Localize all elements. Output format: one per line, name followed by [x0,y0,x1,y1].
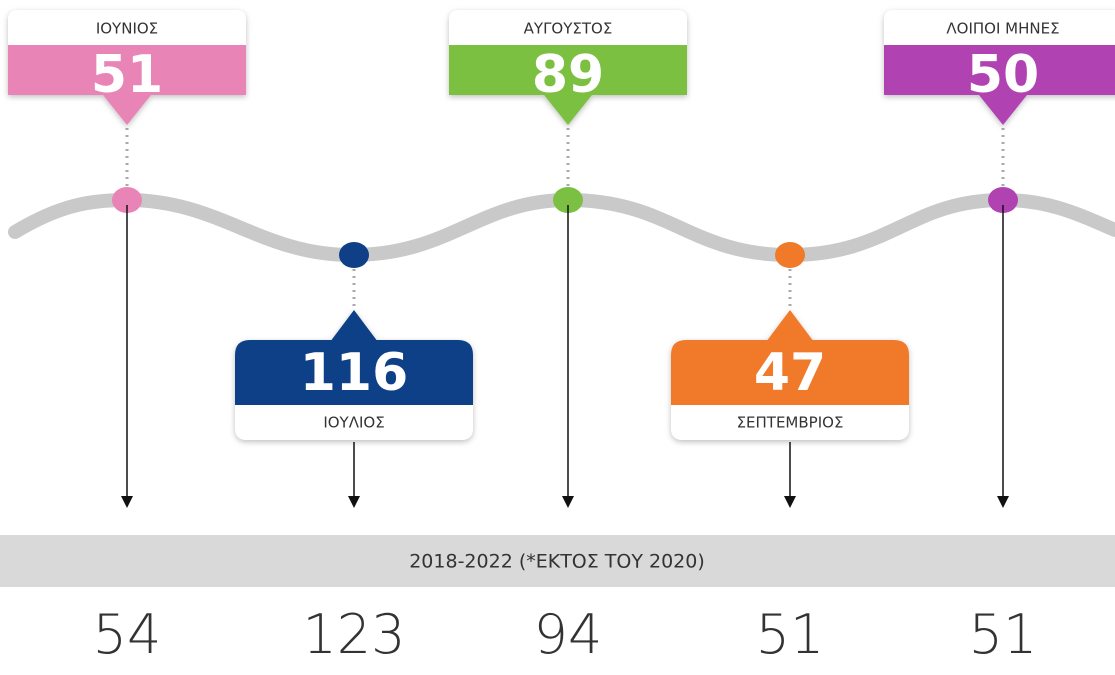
month-label: ΙΟΥΝΙΟΣ [96,20,158,38]
timeline-dot [553,187,583,213]
arrow-head [562,496,574,508]
card [671,310,909,440]
arrow-head [121,496,133,508]
arrow-head [997,496,1009,508]
timeline-dot [112,187,142,213]
timeline-dot [988,187,1018,213]
month-label: ΙΟΥΛΙΟΣ [323,414,384,432]
month-label: ΑΥΓΟΥΣΤΟΣ [524,20,613,38]
period-banner [0,535,1115,587]
month-label: ΣΕΠΤΕΜΒΡΙΟΣ [737,414,844,432]
arrow-head [784,496,796,508]
comparison-value: 51 [969,603,1038,666]
comparison-value: 54 [93,603,162,666]
month-value: 47 [754,343,826,403]
timeline-dot [339,242,369,268]
card [235,310,473,440]
month-value: 89 [532,45,604,105]
month-value: 51 [91,45,163,105]
card [8,10,246,125]
period-label: 2018-2022 (*ΕΚΤΟΣ ΤΟΥ 2020) [409,551,705,573]
comparison-value: 94 [534,603,603,666]
month-value: 116 [300,343,409,403]
month-label: ΛΟΙΠΟΙ ΜΗΝΕΣ [946,20,1059,38]
timeline-dot [775,242,805,268]
card [884,10,1115,125]
comparison-value: 123 [302,603,405,666]
month-value: 50 [967,45,1039,105]
comparison-value: 51 [756,603,825,666]
arrow-head [348,496,360,508]
card [449,10,687,125]
